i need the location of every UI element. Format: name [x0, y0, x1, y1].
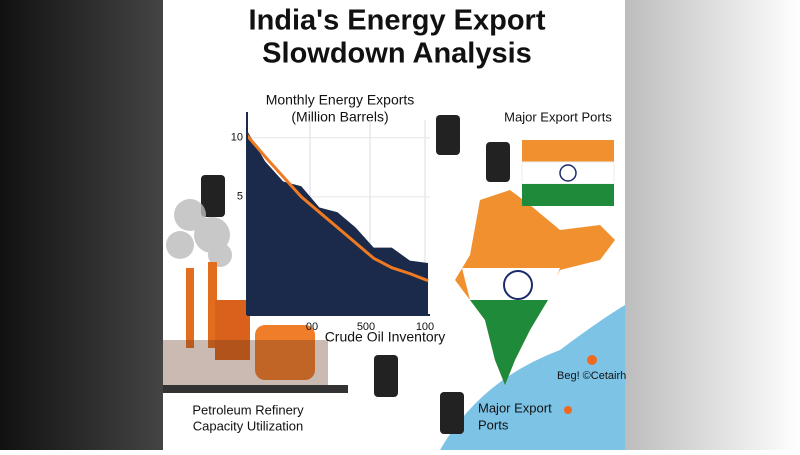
x-tick-label: 100 [416, 321, 434, 333]
chart-title: Monthly Energy Exports [266, 92, 415, 108]
y-tick-label: 10 [231, 132, 243, 144]
left-band [0, 0, 163, 450]
ports-label: Major Export [478, 400, 552, 415]
line [245, 134, 429, 283]
refinery [163, 262, 348, 393]
title: India's Energy Export [249, 5, 546, 37]
map-band [462, 268, 560, 300]
refinery-label: Petroleum Refinery [192, 402, 304, 417]
title: Slowdown Analysis [262, 38, 532, 70]
flag [522, 184, 614, 206]
port-pins [564, 355, 597, 414]
ports-label: Major Export Ports [504, 109, 612, 124]
x-axis-label: Crude Oil Inventory [325, 329, 446, 345]
chakra [503, 270, 533, 300]
chart: 5 10 00 500 100 [231, 112, 434, 333]
map-band [470, 300, 548, 385]
y-tick-label: 5 [237, 191, 243, 203]
sea [440, 305, 625, 450]
x-tick-label: 500 [357, 321, 375, 333]
refinery-label: Capacity Utilization [193, 418, 304, 433]
area [247, 130, 428, 315]
map-label: Beg! ©Cetairh [557, 370, 626, 382]
x-tick-label: 00 [306, 321, 318, 333]
flag [522, 140, 614, 162]
ports-label: Ports [478, 417, 509, 432]
smoke [166, 199, 232, 267]
right-band [625, 0, 800, 450]
chakra [559, 164, 577, 182]
barrels [201, 115, 510, 434]
chart-title: (Million Barrels) [291, 109, 388, 125]
